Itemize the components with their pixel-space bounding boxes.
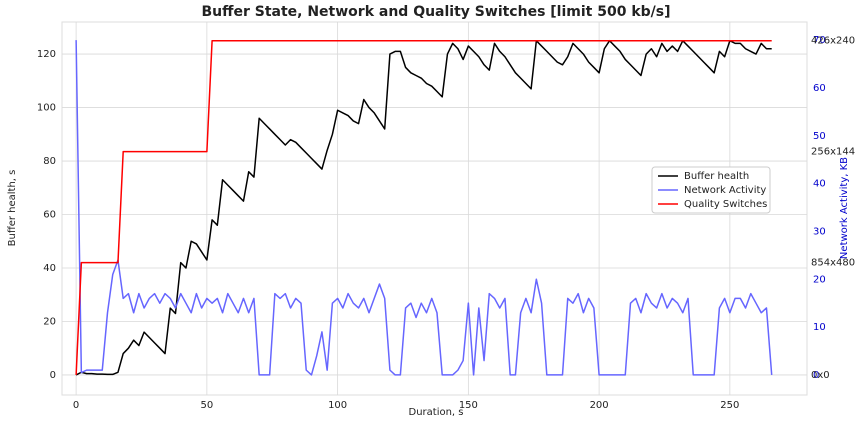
- x-tick-label: 250: [720, 400, 739, 411]
- x-tick-label: 0: [73, 400, 79, 411]
- legend-label: Network Activity: [684, 185, 766, 196]
- x-tick-label: 100: [328, 400, 347, 411]
- series-line: [75, 39, 772, 375]
- y-tick-label: 60: [43, 210, 56, 221]
- y-tick-label: 40: [43, 263, 56, 274]
- y-tick-label: 0: [50, 370, 56, 381]
- y-tick-label: 80: [43, 156, 56, 167]
- y2-tick-label: 20: [813, 274, 826, 285]
- y-tick-label: 100: [37, 103, 56, 114]
- legend-label: Buffer health: [684, 171, 749, 182]
- y2-tick-label: 10: [813, 322, 826, 333]
- y-axis-label: Buffer health, s: [7, 170, 18, 247]
- y-tick-label: 20: [43, 316, 56, 327]
- y2-axis-label: Network Activity, KB: [839, 157, 850, 259]
- x-tick-label: 150: [459, 400, 478, 411]
- y-tick-label: 120: [37, 49, 56, 60]
- quality-tick-label: 854x480: [811, 258, 855, 269]
- chart-title: Buffer State, Network and Quality Switch…: [201, 4, 670, 20]
- legend-box: [651, 166, 771, 214]
- y2-tick-label: 70: [813, 35, 826, 46]
- quality-tick-label: 426x240: [811, 36, 855, 47]
- series-line: [75, 39, 772, 376]
- x-tick-label: 50: [201, 400, 214, 411]
- legend-label: Quality Switches: [684, 199, 767, 210]
- x-axis-label: Duration, s: [409, 407, 464, 418]
- y2-tick-label: 30: [813, 226, 826, 237]
- quality-tick-label: 0x0: [811, 370, 830, 381]
- quality-tick-label: 256x144: [811, 147, 855, 158]
- y2-tick-label: 60: [813, 83, 826, 94]
- y2-tick-label: 40: [813, 179, 826, 190]
- plot-frame: [61, 21, 808, 396]
- x-tick-label: 200: [590, 400, 609, 411]
- series-line: [75, 40, 773, 376]
- y2-tick-label: 50: [813, 131, 826, 142]
- y2-tick-label: 0: [813, 370, 819, 381]
